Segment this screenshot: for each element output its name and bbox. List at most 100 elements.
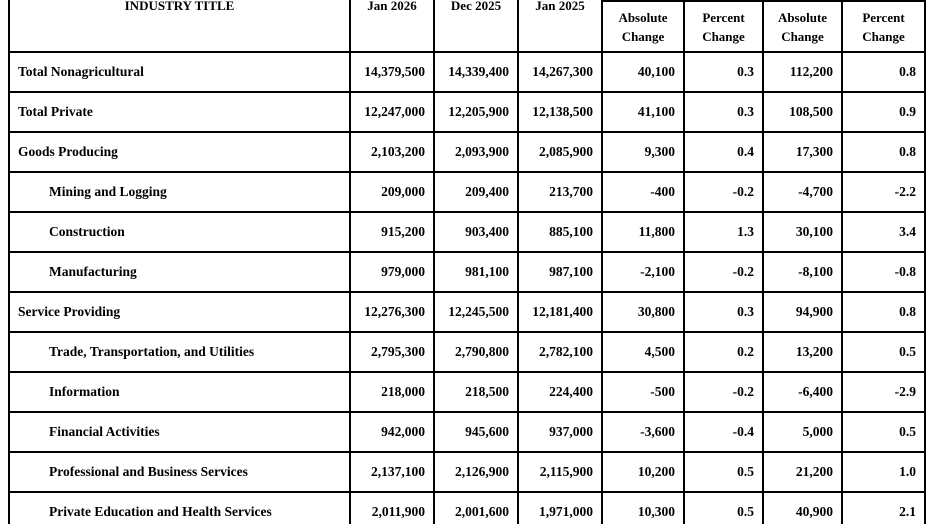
jan-2025-value-cell: 987,100 [517, 251, 603, 293]
percent-change-month-cell: 0.5 [683, 491, 764, 524]
jan-2025-value-cell: 12,181,400 [517, 291, 603, 333]
absolute-change-year-cell: 94,900 [762, 291, 843, 333]
absolute-change-month-cell: 9,300 [601, 131, 685, 173]
jan-2026-value-cell: 942,000 [349, 411, 435, 453]
absolute-change-year-cell: 40,900 [762, 491, 843, 524]
jan-2026-value-cell: 915,200 [349, 211, 435, 253]
percent-change-month-cell: 0.4 [683, 131, 764, 173]
jan-2026-value-cell: 12,276,300 [349, 291, 435, 333]
absolute-change-month-cell: -500 [601, 371, 685, 413]
dec-2025-value-cell: 12,205,900 [433, 91, 519, 133]
col-header-absolute-change-month: Absolute Change [601, 0, 685, 53]
absolute-change-year-cell: -6,400 [762, 371, 843, 413]
jan-2026-value-cell: 2,011,900 [349, 491, 435, 524]
employment-table: INDUSTRY TITLE Jan 2026 Dec 2025 Jan 202… [8, 0, 926, 524]
absolute-change-year-cell: -8,100 [762, 251, 843, 293]
absolute-change-month-cell: 30,800 [601, 291, 685, 333]
percent-change-month-cell: 0.3 [683, 291, 764, 333]
col-header-jan-2026: Jan 2026 [349, 0, 435, 53]
absolute-change-year-cell: 13,200 [762, 331, 843, 373]
table-row: Information 218,000 218,500 224,400 -500… [8, 371, 926, 413]
jan-2026-value-cell: 2,795,300 [349, 331, 435, 373]
jan-2026-value-cell: 12,247,000 [349, 91, 435, 133]
dec-2025-value-cell: 2,093,900 [433, 131, 519, 173]
percent-change-year-cell: 0.5 [841, 331, 926, 373]
percent-change-month-cell: 1.3 [683, 211, 764, 253]
dec-2025-value-cell: 981,100 [433, 251, 519, 293]
percent-change-year-cell: 0.9 [841, 91, 926, 133]
industry-title-cell: Service Providing [8, 291, 351, 333]
absolute-change-month-cell: -400 [601, 171, 685, 213]
jan-2025-value-cell: 885,100 [517, 211, 603, 253]
industry-title-cell: Private Education and Health Services [8, 491, 351, 524]
absolute-change-month-cell: 11,800 [601, 211, 685, 253]
absolute-change-year-cell: 30,100 [762, 211, 843, 253]
absolute-change-year-cell: -4,700 [762, 171, 843, 213]
industry-title-cell: Goods Producing [8, 131, 351, 173]
absolute-change-month-cell: 10,200 [601, 451, 685, 493]
percent-change-year-cell: 1.0 [841, 451, 926, 493]
percent-change-year-cell: 0.5 [841, 411, 926, 453]
industry-title-cell: Information [8, 371, 351, 413]
jan-2025-value-cell: 1,971,000 [517, 491, 603, 524]
table-row: Professional and Business Services 2,137… [8, 451, 926, 493]
percent-change-month-cell: -0.4 [683, 411, 764, 453]
jan-2025-value-cell: 213,700 [517, 171, 603, 213]
col-header-percent-change-month: Percent Change [683, 0, 764, 53]
percent-change-year-cell: 0.8 [841, 291, 926, 333]
percent-change-month-cell: -0.2 [683, 171, 764, 213]
absolute-change-month-cell: 10,300 [601, 491, 685, 524]
table-row: Financial Activities 942,000 945,600 937… [8, 411, 926, 453]
dec-2025-value-cell: 209,400 [433, 171, 519, 213]
absolute-change-year-cell: 21,200 [762, 451, 843, 493]
col-header-industry-title: INDUSTRY TITLE [8, 0, 351, 53]
table-row: Trade, Transportation, and Utilities 2,7… [8, 331, 926, 373]
percent-change-month-cell: 0.3 [683, 51, 764, 93]
col-header-percent-change-year: Percent Change [841, 0, 926, 53]
table-row: Goods Producing 2,103,200 2,093,900 2,08… [8, 131, 926, 173]
jan-2025-value-cell: 224,400 [517, 371, 603, 413]
jan-2026-value-cell: 14,379,500 [349, 51, 435, 93]
jan-2025-value-cell: 937,000 [517, 411, 603, 453]
table-row: Mining and Logging 209,000 209,400 213,7… [8, 171, 926, 213]
jan-2025-value-cell: 14,267,300 [517, 51, 603, 93]
dec-2025-value-cell: 12,245,500 [433, 291, 519, 333]
dec-2025-value-cell: 14,339,400 [433, 51, 519, 93]
dec-2025-value-cell: 218,500 [433, 371, 519, 413]
absolute-change-year-cell: 17,300 [762, 131, 843, 173]
industry-title-cell: Mining and Logging [8, 171, 351, 213]
dec-2025-value-cell: 2,001,600 [433, 491, 519, 524]
industry-title-cell: Professional and Business Services [8, 451, 351, 493]
dec-2025-value-cell: 2,790,800 [433, 331, 519, 373]
industry-title-cell: Financial Activities [8, 411, 351, 453]
table-row: Manufacturing 979,000 981,100 987,100 -2… [8, 251, 926, 293]
percent-change-year-cell: 3.4 [841, 211, 926, 253]
col-header-absolute-change-year: Absolute Change [762, 0, 843, 53]
header-row-change: Absolute Change Percent Change Absolute … [9, 0, 926, 53]
jan-2026-value-cell: 218,000 [349, 371, 435, 413]
percent-change-month-cell: 0.5 [683, 451, 764, 493]
absolute-change-month-cell: 40,100 [601, 51, 685, 93]
table-row: Total Private 12,247,000 12,205,900 12,1… [8, 91, 926, 133]
percent-change-month-cell: -0.2 [683, 371, 764, 413]
percent-change-year-cell: 0.8 [841, 51, 926, 93]
col-header-dec-2025: Dec 2025 [433, 0, 519, 53]
absolute-change-year-cell: 112,200 [762, 51, 843, 93]
percent-change-month-cell: 0.2 [683, 331, 764, 373]
absolute-change-year-cell: 5,000 [762, 411, 843, 453]
industry-title-cell: Trade, Transportation, and Utilities [8, 331, 351, 373]
jan-2026-value-cell: 2,137,100 [349, 451, 435, 493]
percent-change-year-cell: 2.1 [841, 491, 926, 524]
percent-change-month-cell: -0.2 [683, 251, 764, 293]
percent-change-year-cell: 0.8 [841, 131, 926, 173]
dec-2025-value-cell: 903,400 [433, 211, 519, 253]
absolute-change-month-cell: 4,500 [601, 331, 685, 373]
dec-2025-value-cell: 2,126,900 [433, 451, 519, 493]
percent-change-month-cell: 0.3 [683, 91, 764, 133]
absolute-change-year-cell: 108,500 [762, 91, 843, 133]
jan-2026-value-cell: 2,103,200 [349, 131, 435, 173]
industry-title-cell: Total Private [8, 91, 351, 133]
industry-title-cell: Manufacturing [8, 251, 351, 293]
table-row: Construction 915,200 903,400 885,100 11,… [8, 211, 926, 253]
